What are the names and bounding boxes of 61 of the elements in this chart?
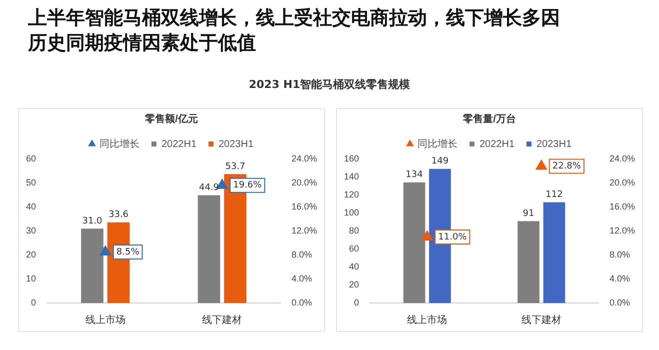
y-tick-label: 10: [26, 273, 36, 284]
data-label: 22.8%: [552, 162, 582, 172]
y2-tick-label: 8.0%: [609, 249, 630, 260]
chart-title: 零售额/亿元: [144, 112, 198, 125]
legend-label: 2023H1: [218, 138, 254, 150]
bar: [543, 202, 566, 303]
y2-tick-label: 16.0%: [291, 201, 318, 212]
text: 上半年智能马桶双线增长，线上受社交电商拉动，线下增长多因历史同期疫情因素处于低值: [28, 6, 561, 56]
y-tick-label: 140: [344, 171, 360, 182]
y-tick-label: 0: [354, 297, 360, 308]
legend-label: 同比增长: [417, 138, 458, 150]
data-label: 11.0%: [438, 232, 468, 242]
y-tick-label: 0: [30, 297, 36, 308]
x-tick-label: 线上市场: [85, 314, 126, 326]
y2-tick-label: 24.0%: [291, 153, 318, 164]
y-tick-label: 50: [26, 177, 36, 188]
y2-tick-label: 4.0%: [291, 273, 312, 284]
y-tick-label: 100: [344, 207, 360, 218]
data-label: 91: [522, 208, 534, 219]
bar: [403, 182, 426, 303]
y2-tick-label: 8.0%: [291, 249, 312, 260]
y2-tick-label: 0.0%: [609, 297, 630, 308]
y-tick-label: 60: [26, 153, 36, 164]
y-tick-label: 60: [349, 243, 360, 254]
data-label: 31.0: [82, 216, 103, 226]
data-label: 8.5%: [116, 247, 140, 258]
y2-tick-label: 16.0%: [609, 201, 636, 212]
bar: [198, 195, 220, 303]
y2-tick-label: 24.0%: [609, 153, 636, 164]
y-tick-label: 30: [26, 225, 36, 236]
y2-tick-label: 4.0%: [609, 273, 630, 284]
y-tick-label: 120: [344, 189, 360, 200]
data-label: 134: [406, 170, 424, 180]
data-label: 44.9: [198, 183, 220, 194]
y-tick-label: 20: [349, 279, 360, 290]
y2-tick-label: 20.0%: [609, 177, 636, 188]
y2-tick-label: 20.0%: [291, 177, 318, 188]
y-tick-label: 40: [349, 261, 360, 272]
y2-tick-label: 0.0%: [291, 297, 312, 308]
legend-label: 2022H1: [161, 138, 197, 150]
x-tick-label: 线下建材: [521, 314, 562, 326]
chart-title: 零售量/万台: [462, 112, 516, 125]
data-label: 33.6: [108, 210, 129, 220]
x-tick-label: 线下建材: [202, 314, 242, 326]
y-tick-label: 160: [344, 153, 360, 164]
legend-label: 2022H1: [479, 138, 515, 150]
y-tick-label: 20: [26, 249, 36, 260]
y-tick-label: 80: [349, 225, 360, 236]
data-label: 112: [546, 190, 563, 200]
data-label: 19.6%: [233, 180, 262, 191]
data-label: 53.7: [225, 162, 246, 172]
text: 2023 H1智能马桶双线零售规模: [248, 77, 412, 92]
bar: [81, 228, 104, 303]
bar: [518, 221, 540, 303]
legend-label: 同比增长: [99, 138, 140, 150]
y2-tick-label: 12.0%: [291, 225, 318, 236]
data-label: 149: [431, 156, 449, 167]
y2-tick-label: 12.0%: [609, 225, 636, 236]
x-tick-label: 线上市场: [407, 314, 448, 326]
y-tick-label: 40: [26, 201, 36, 212]
legend-label: 2023H1: [536, 138, 572, 150]
